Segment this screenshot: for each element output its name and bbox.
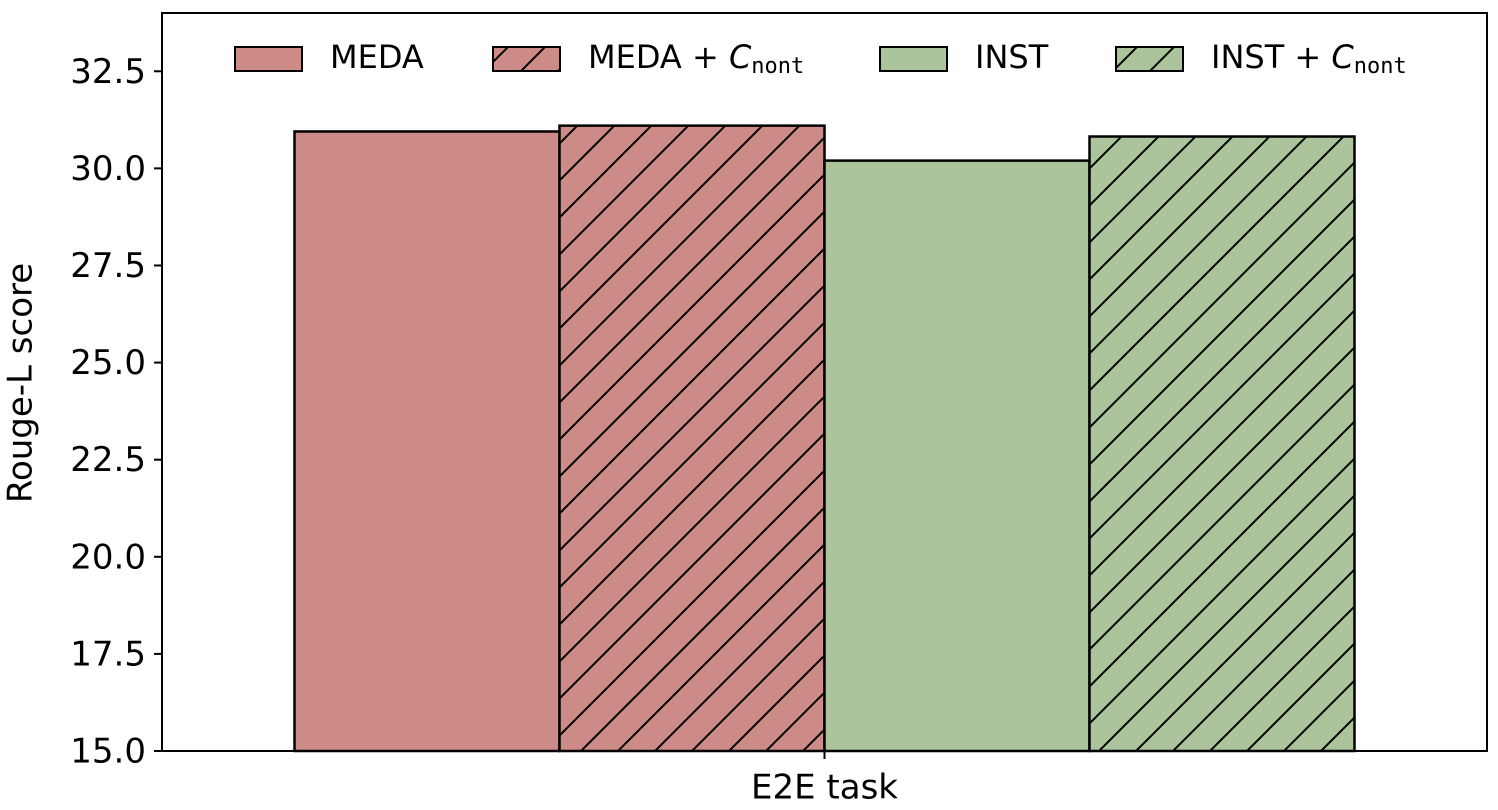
legend-swatch <box>234 46 303 72</box>
y-tick-label: 22.5 <box>70 440 146 480</box>
x-tick-label: E2E task <box>751 768 898 808</box>
legend-swatch <box>1115 46 1184 72</box>
legend-label-part: INST <box>975 38 1049 76</box>
y-tick-label: 30.0 <box>70 149 146 189</box>
legend-swatch <box>879 46 948 72</box>
bar <box>293 130 561 753</box>
y-tick-label: 15.0 <box>70 732 146 772</box>
legend-label-part: MEDA <box>330 38 424 76</box>
legend-label-part: C <box>1331 38 1354 76</box>
bar <box>558 124 826 753</box>
legend-label-part: nont <box>751 54 804 79</box>
legend-label-part: MEDA + <box>588 38 729 76</box>
y-tick-label: 17.5 <box>70 634 146 674</box>
legend-label: INST + Cnont <box>1211 38 1407 79</box>
legend-label: INST <box>975 38 1049 76</box>
plot-frame <box>161 12 1488 752</box>
legend-label-part: INST + <box>1211 38 1331 76</box>
legend-label-part: C <box>729 38 752 76</box>
bar <box>823 159 1091 753</box>
legend-label: MEDA <box>330 38 424 76</box>
legend-label: MEDA + Cnont <box>588 38 804 79</box>
y-tick-label: 20.0 <box>70 537 146 577</box>
legend-swatch <box>492 46 561 72</box>
bar <box>1088 135 1356 753</box>
y-tick-label: 32.5 <box>70 52 146 92</box>
legend-label-part: nont <box>1354 54 1407 79</box>
y-tick-label: 25.0 <box>70 343 146 383</box>
y-tick-label: 27.5 <box>70 246 146 286</box>
y-axis-label: Rouge-L score <box>1 263 41 503</box>
